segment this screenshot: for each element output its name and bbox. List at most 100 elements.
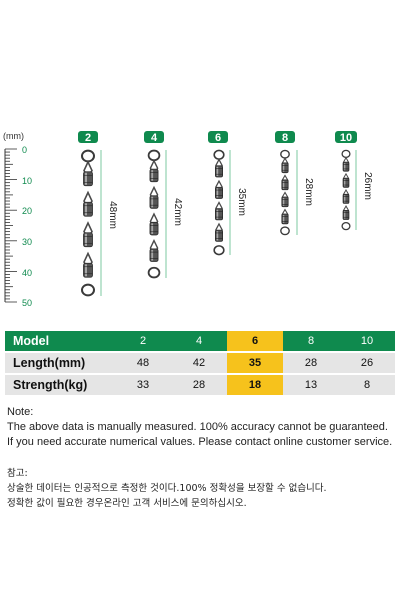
ring-icon [213,149,225,160]
model-cell: 4 [195,335,203,347]
ruler-tick-label: 30 [22,237,32,247]
barrel-highlight [151,249,154,261]
barrel-icon [342,210,350,220]
length-label: 26mm [362,172,373,200]
strength-header: Strength(kg) [13,378,88,392]
barrel-icon [214,229,223,242]
ring-icon [213,245,225,256]
size-badge-label: 4 [151,132,158,144]
strength-cell: 13 [304,379,318,391]
barrel-highlight [85,172,87,185]
barrel-highlight [85,264,87,277]
length-label: 35mm [236,188,247,216]
model-cell: 8 [307,335,315,347]
barrel-icon [83,232,93,248]
ruler-labels: 0 10 20 30 40 50 [22,145,32,308]
size-badge: 8 [275,131,295,144]
strength-cell: 8 [363,379,371,391]
barrel-icon [214,208,223,221]
notes: Note: The above data is manually measure… [7,405,399,511]
ruler-tick-label: 10 [22,176,32,186]
note-line-kr: 상술한 데이터는 인공적으로 측정한 것이다.100% 정확성을 보장할 수 없… [7,483,327,494]
barrel-highlight [344,195,346,203]
ruler-tick-label: 40 [22,268,32,278]
model-header: Model [13,334,50,348]
note-line-en: If you need accurate numerical values. P… [7,436,393,448]
swivel-chain [280,149,290,236]
barrel-highlight [344,163,346,171]
barrel-highlight [282,163,285,172]
size-badge: 10 [335,131,357,144]
model-cell: 10 [360,335,374,347]
barrel-icon [83,262,93,278]
table-row-model: Model 2 4 6 8 10 [5,331,395,351]
ring-icon [147,149,161,162]
barrel-icon [281,162,289,174]
ring-icon [341,149,351,159]
length-header: Length(mm) [13,356,86,370]
ruler-tick-label: 20 [22,206,32,216]
barrel-highlight [282,197,285,206]
barrel-highlight [151,223,154,234]
ring-icon [81,149,95,163]
swivel-chain [213,149,225,256]
barrel-highlight [216,188,219,198]
swivel-size-figure: (mm) 0 10 20 30 40 50 2 4 6 8 10 48mm 42… [3,131,373,308]
strength-cell: 33 [136,379,150,391]
barrel-highlight [85,203,87,216]
barrel-icon [342,177,350,188]
barrel-highlight [282,180,285,189]
barrel-highlight [85,233,87,246]
ruler-tick-label: 0 [22,145,27,155]
spec-table: Model 2 4 6 8 10 Length(mm) 48 42 35 28 … [5,331,395,397]
length-cell: 48 [136,357,150,369]
barrel-icon [83,201,93,217]
size-badge: 6 [208,131,228,144]
length-cell: 26 [360,357,374,369]
barrel-icon [149,221,159,236]
barrel-icon [149,248,159,262]
barrel-highlight [151,196,154,208]
ring-icon [341,221,351,231]
ring-icon [147,266,161,279]
model-cell-highlight: 6 [227,331,283,351]
ruler-tick-label: 50 [22,298,32,308]
barrel-highlight [344,179,346,187]
note-title-kr: 참고: [7,468,28,479]
ring-icon [280,226,290,236]
model-cell: 2 [139,335,147,347]
barrel-icon [149,168,159,183]
length-cell: 28 [304,357,318,369]
barrel-highlight [216,209,219,219]
note-title-en: Note: [7,406,34,418]
length-cell-highlight: 35 [227,353,283,373]
barrel-icon [281,213,289,225]
size-badge-label: 10 [340,132,352,144]
barrel-highlight [216,231,219,241]
swivel-chain [81,149,95,297]
table-row-length: Length(mm) 48 42 35 28 26 [5,353,395,373]
barrel-icon [214,186,223,199]
size-badge: 4 [144,131,164,144]
barrel-highlight [344,211,346,219]
size-badge: 2 [78,131,98,144]
length-label: 42mm [172,198,183,226]
strength-cell-highlight: 18 [227,375,283,395]
size-badge-label: 6 [215,132,221,144]
note-line-en: The above data is manually measured. 100… [7,421,388,433]
barrel-icon [83,171,93,187]
note-line-kr: 정확한 값이 필요한 경우온라인 고객 서비스에 문의하십시오. [7,498,247,509]
ring-icon [280,149,290,159]
size-badge-label: 2 [85,132,91,144]
barrel-highlight [151,170,154,181]
barrel-icon [214,165,223,178]
length-cell: 42 [192,357,206,369]
table-row-strength: Strength(kg) 33 28 18 13 8 [5,375,395,395]
ring-icon [81,283,95,297]
barrel-icon [342,193,350,204]
unit-label: (mm) [3,131,24,141]
ruler [4,148,17,303]
barrel-highlight [216,166,219,176]
swivel-chains [81,149,351,297]
barrel-icon [149,195,159,209]
